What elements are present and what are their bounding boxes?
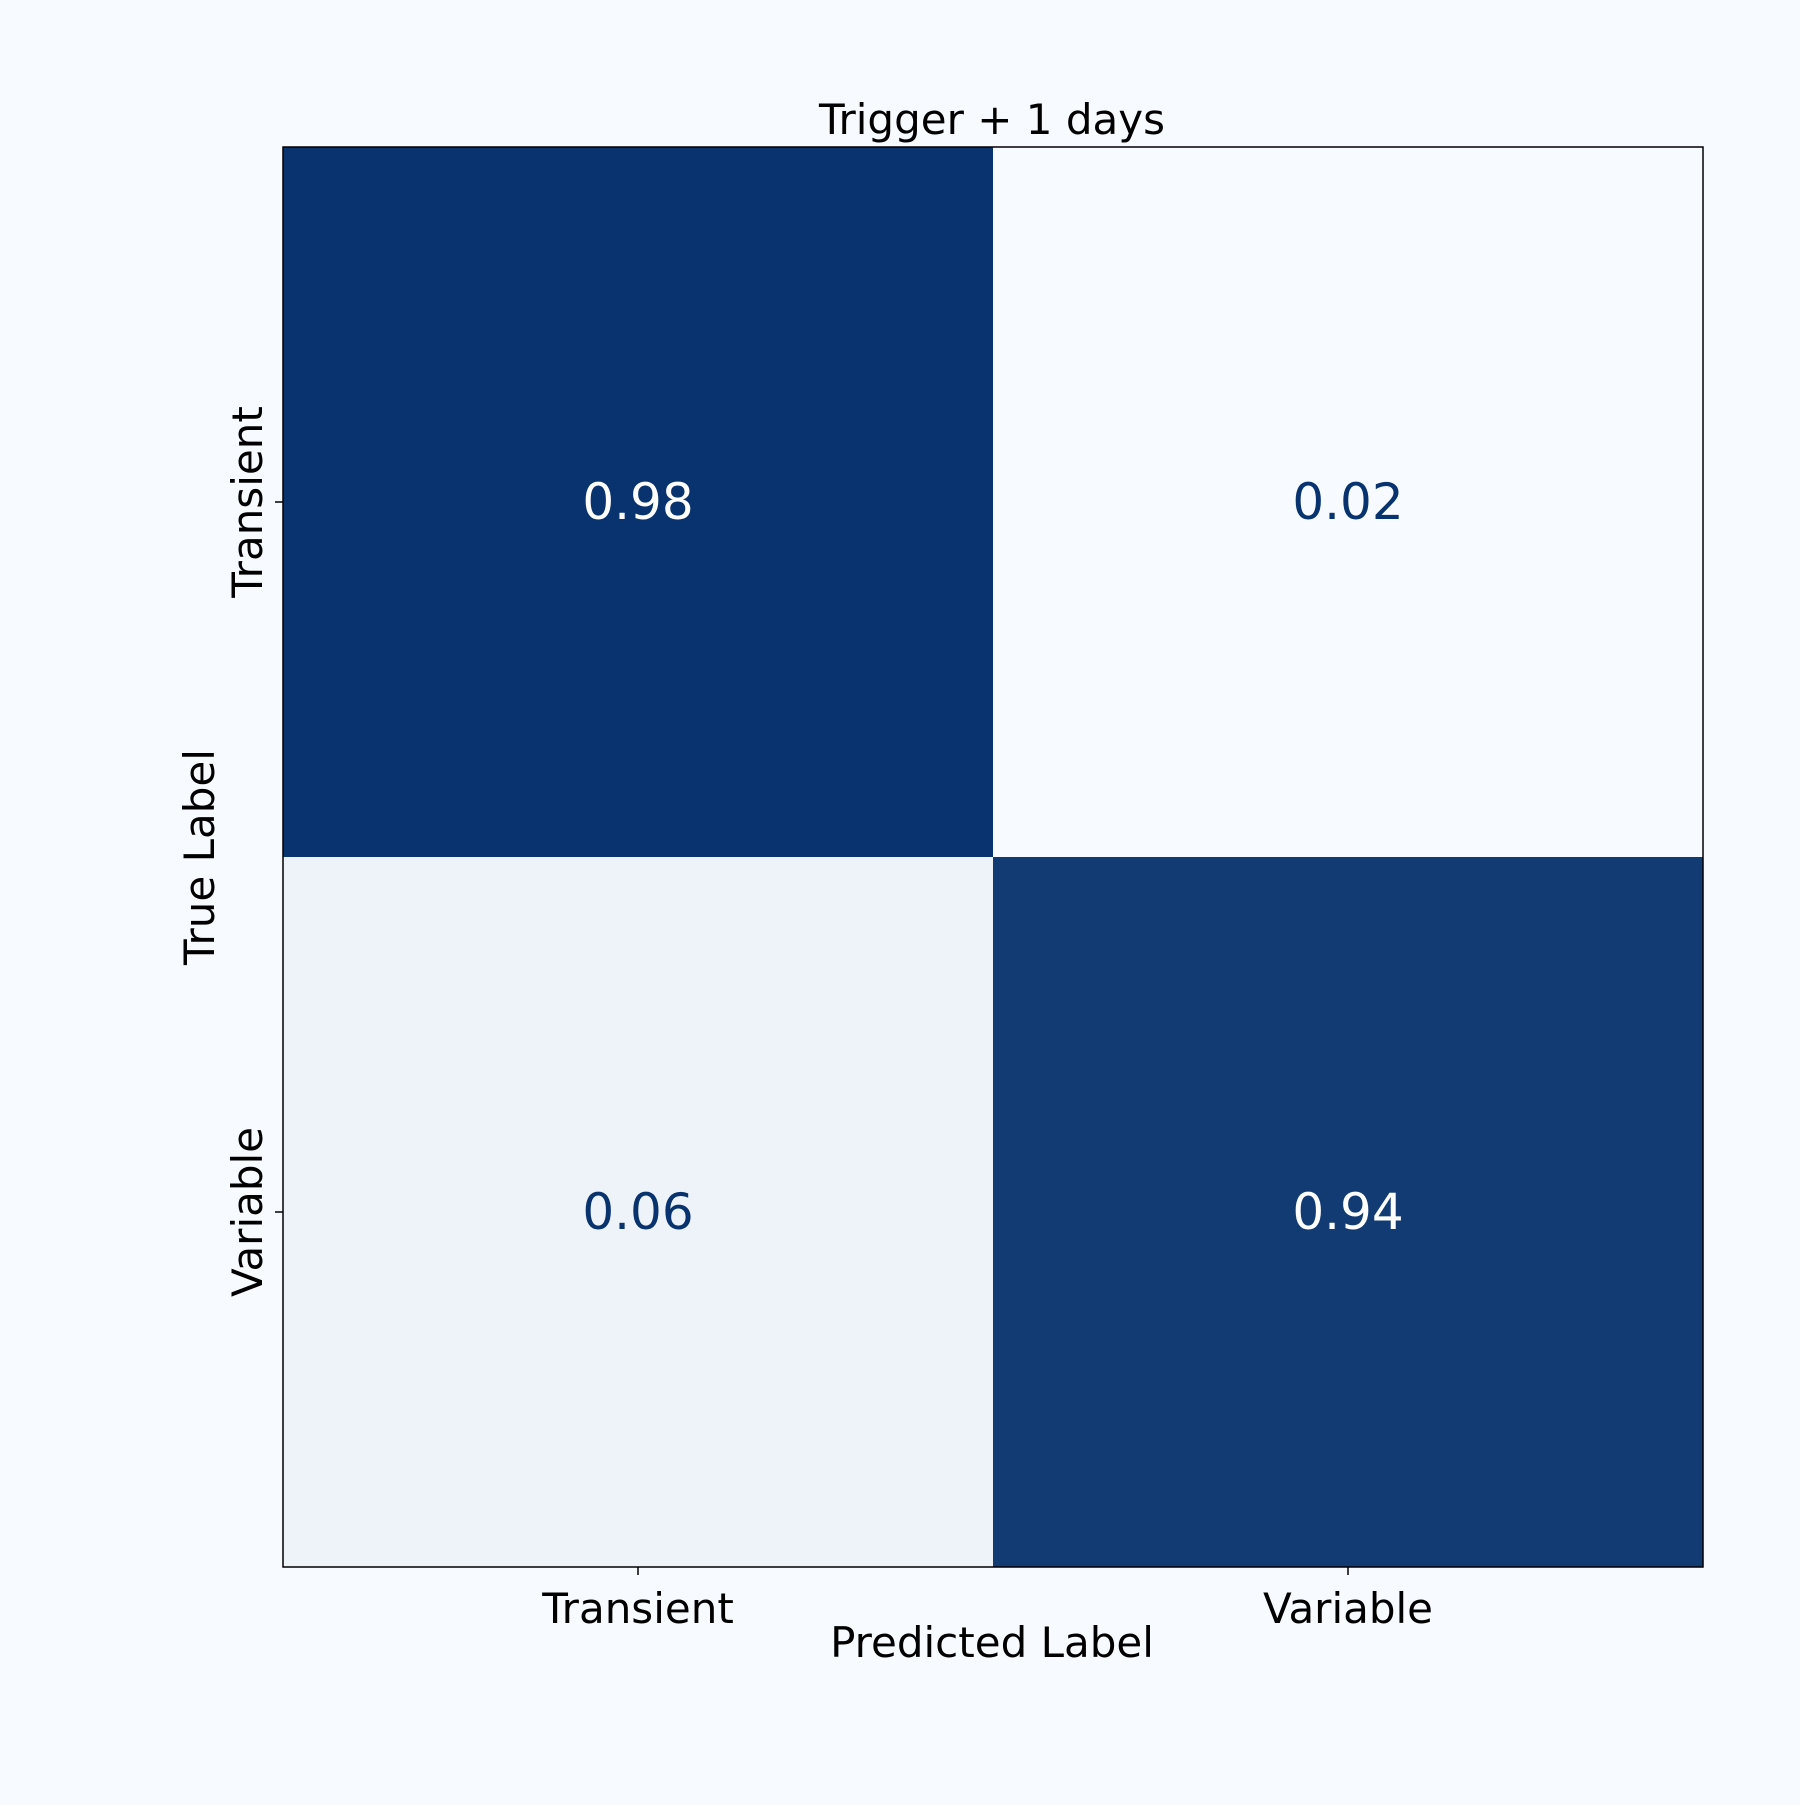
- x-axis-ticks: Transient Variable: [541, 1567, 1433, 1633]
- x-axis-label: Predicted Label: [830, 1618, 1154, 1667]
- cell-value-label: 0.98: [582, 473, 693, 531]
- heatmap-cell: [993, 147, 1703, 857]
- heatmap-cell: [283, 147, 993, 857]
- x-tick-label: Transient: [541, 1584, 734, 1633]
- heatmap-cell: [283, 857, 993, 1567]
- heatmap-cell-labels: 0.98 0.02 0.06 0.94: [582, 473, 1403, 1241]
- y-axis-ticks: Transient Variable: [223, 406, 283, 1297]
- cell-value-label: 0.06: [582, 1183, 693, 1241]
- chart-title: Trigger + 1 days: [818, 95, 1165, 144]
- y-axis-label: True Label: [175, 749, 224, 966]
- x-tick-label: Variable: [1263, 1584, 1433, 1633]
- y-tick-label: Transient: [223, 406, 272, 599]
- cell-value-label: 0.94: [1292, 1183, 1403, 1241]
- plot-frame: [282, 146, 1704, 1568]
- heatmap-cell: [993, 857, 1703, 1567]
- cell-value-label: 0.02: [1292, 473, 1403, 531]
- y-tick-label: Variable: [223, 1127, 272, 1297]
- heatmap-cells: [283, 147, 1703, 1567]
